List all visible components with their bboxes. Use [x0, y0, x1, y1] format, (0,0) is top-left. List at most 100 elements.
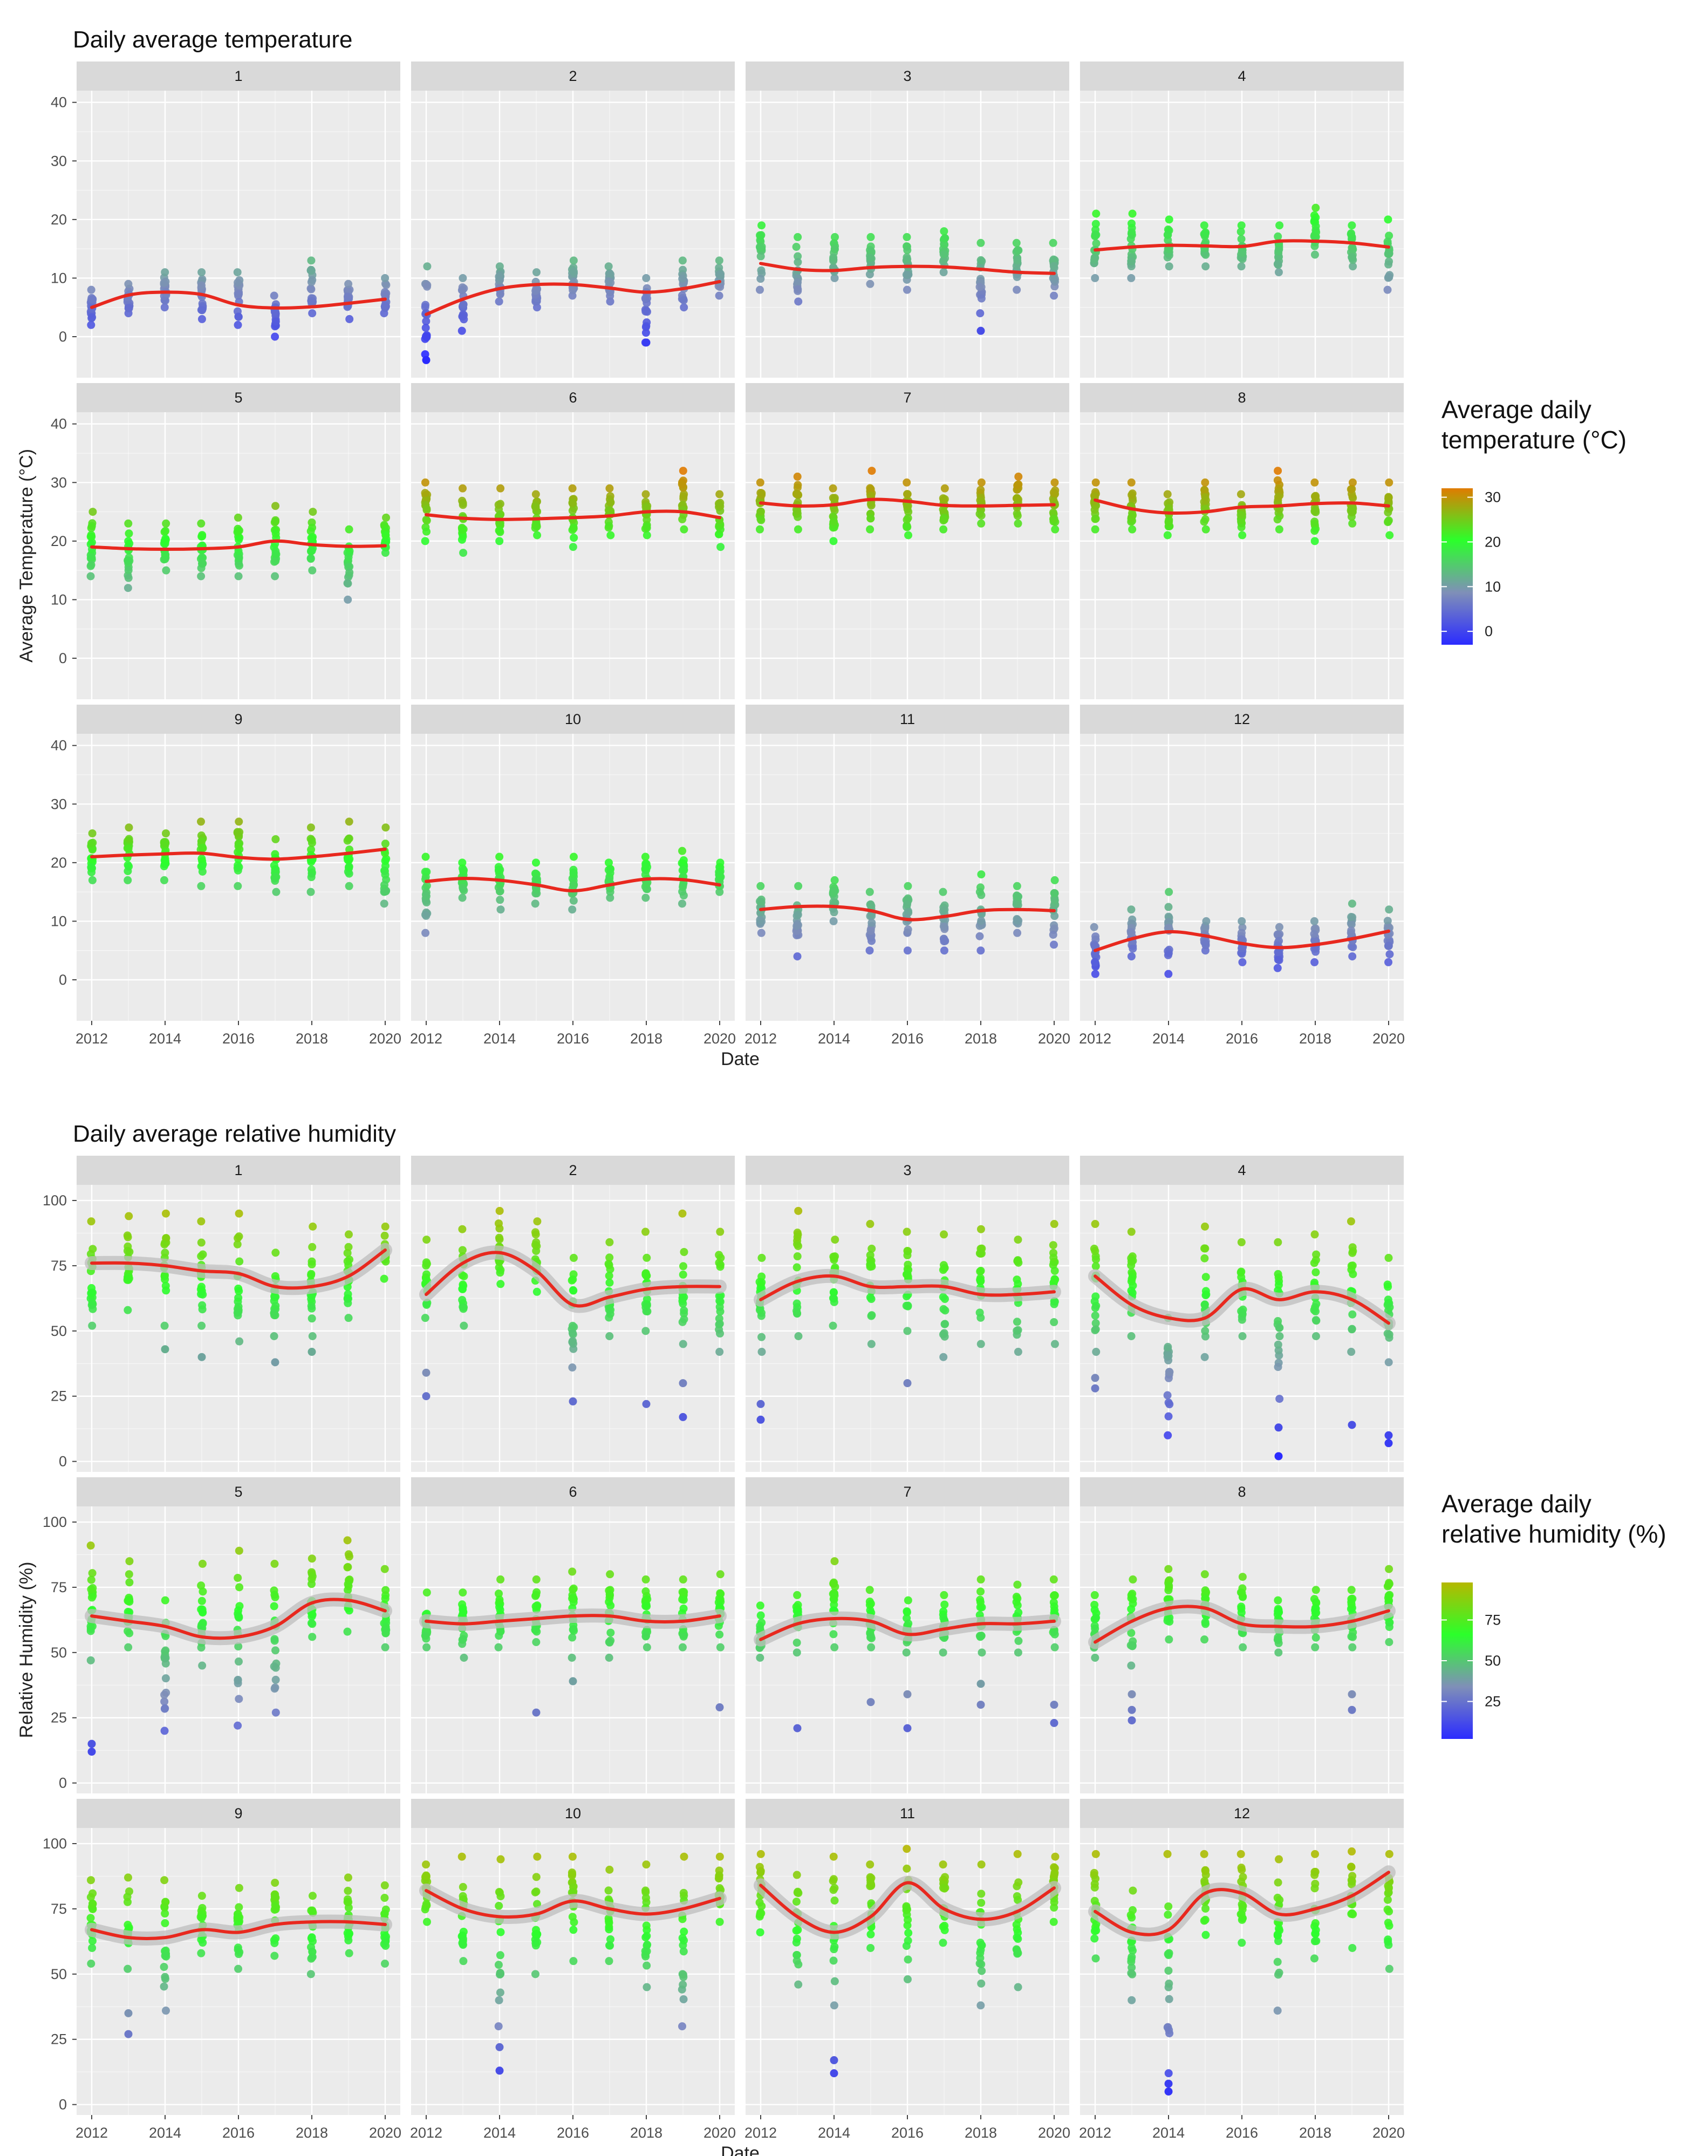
data-point	[1385, 531, 1394, 540]
data-point	[679, 492, 688, 501]
facet-strip	[77, 62, 400, 91]
data-point	[198, 275, 207, 284]
data-point	[233, 1913, 242, 1921]
data-point	[309, 508, 317, 516]
data-point	[793, 952, 802, 961]
data-point	[1238, 531, 1247, 540]
data-point	[1165, 1635, 1173, 1644]
data-point	[380, 899, 388, 908]
data-point	[161, 1647, 169, 1656]
data-point	[643, 531, 651, 540]
data-point	[866, 1599, 875, 1608]
data-point	[679, 1604, 688, 1613]
facet-panel-3: 3	[746, 1156, 1069, 1472]
data-point	[1050, 876, 1059, 884]
data-point	[271, 317, 280, 326]
data-point	[976, 1277, 985, 1286]
data-point	[678, 1643, 687, 1652]
data-point	[1049, 1918, 1058, 1926]
data-point	[234, 1721, 242, 1730]
data-point	[270, 1311, 279, 1320]
data-point	[344, 1887, 352, 1895]
data-point	[531, 1230, 540, 1239]
data-point	[867, 918, 876, 927]
data-point	[716, 1643, 725, 1652]
data-point	[161, 1659, 170, 1668]
x-tick-label: 2014	[483, 1031, 516, 1047]
data-point	[88, 295, 97, 304]
data-point	[866, 254, 875, 262]
data-point	[568, 1567, 577, 1576]
data-point	[1014, 892, 1022, 901]
data-point	[308, 1554, 316, 1563]
data-point	[606, 1601, 615, 1610]
data-point	[1129, 1886, 1137, 1895]
data-point	[975, 1249, 984, 1258]
data-point	[88, 1321, 97, 1330]
data-point	[1200, 221, 1208, 230]
facet-label: 3	[903, 68, 911, 84]
data-point	[198, 1661, 207, 1670]
data-point	[495, 1996, 503, 2004]
data-point	[939, 922, 948, 931]
data-point	[866, 1860, 875, 1869]
data-point	[458, 893, 467, 902]
data-point	[1348, 899, 1356, 908]
data-point	[568, 1870, 577, 1879]
data-point	[939, 1860, 947, 1869]
facet-panel-12: 12 2012 2014 2016 2018 2020	[1079, 1799, 1405, 2141]
data-point	[715, 1297, 724, 1305]
data-point	[794, 1601, 802, 1609]
facet-label: 9	[234, 711, 242, 727]
data-point	[756, 507, 765, 516]
data-point	[197, 572, 206, 581]
data-point	[794, 1206, 803, 1215]
data-point	[904, 501, 912, 510]
data-point	[641, 852, 650, 861]
data-point	[381, 1959, 390, 1968]
data-point	[234, 1964, 243, 1973]
data-point	[308, 1332, 317, 1341]
data-point	[1050, 478, 1059, 487]
data-point	[939, 256, 948, 264]
data-point	[1384, 1884, 1393, 1893]
data-point	[605, 507, 614, 515]
data-point	[308, 566, 317, 575]
data-point	[1091, 1954, 1100, 1963]
data-point	[345, 1929, 353, 1938]
data-point	[939, 1922, 947, 1931]
data-point	[716, 1307, 725, 1316]
data-point	[1201, 1287, 1210, 1295]
data-point	[496, 500, 504, 508]
data-point	[531, 1888, 539, 1896]
data-point	[197, 1914, 206, 1922]
data-point	[716, 543, 725, 551]
data-point	[309, 1222, 317, 1231]
data-point	[496, 1855, 505, 1864]
data-point	[866, 1633, 875, 1642]
trend-line	[425, 509, 721, 521]
data-point	[793, 483, 802, 492]
facet-panel-8: 8	[1080, 1477, 1404, 1793]
data-point	[1163, 230, 1172, 239]
facet-panel-8: 8	[1080, 383, 1404, 699]
data-point	[568, 1852, 577, 1861]
data-point	[1312, 228, 1321, 236]
data-point	[716, 1329, 725, 1338]
data-point	[495, 527, 504, 535]
data-point	[496, 1627, 505, 1636]
data-point	[568, 1329, 577, 1338]
data-point	[975, 1308, 984, 1317]
data-point	[568, 484, 577, 493]
data-point	[569, 1286, 578, 1295]
data-point	[940, 1320, 949, 1328]
data-point	[605, 1590, 614, 1599]
data-point	[1239, 1643, 1247, 1652]
data-point	[234, 1676, 242, 1685]
data-point	[679, 1575, 687, 1584]
data-point	[307, 1271, 316, 1279]
data-point	[680, 866, 688, 875]
data-point	[1274, 1633, 1282, 1642]
data-point	[1202, 917, 1211, 925]
data-point	[308, 1260, 316, 1268]
